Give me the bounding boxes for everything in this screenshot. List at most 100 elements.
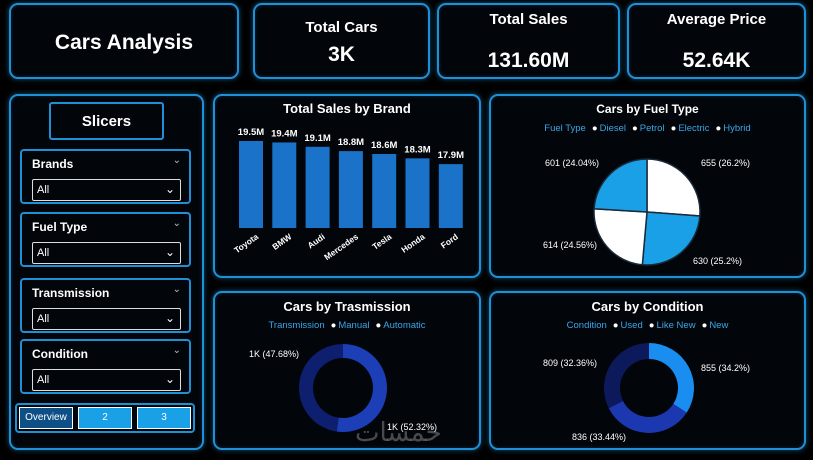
tick-label-honda: Honda: [399, 231, 427, 255]
data-label-used: 855 (34.2%): [701, 363, 750, 373]
bar-label-tesla: 18.6M: [371, 140, 397, 151]
bar-bmw: [272, 142, 297, 228]
tick-label-toyota: Toyota: [232, 231, 260, 255]
watermark: خمسات: [355, 418, 442, 448]
kpi-average-price: Average Price 52.64K: [627, 3, 806, 79]
slicer-fuel-type-label: Fuel Type: [32, 220, 88, 234]
legend-item-petrol[interactable]: Petrol: [639, 123, 665, 134]
slicer-transmission: Transmission ⌄ All ⌄: [20, 278, 191, 333]
legend-item-electric[interactable]: Electric: [678, 123, 710, 134]
tick-label-mercedes: Mercedes: [322, 231, 360, 262]
slicer-condition: Condition ⌄ All ⌄: [20, 339, 191, 394]
tick-label-ford: Ford: [439, 231, 460, 250]
condition-chart: 855 (34.2%) 836 (33.44%) 809 (32.36%): [543, 343, 750, 442]
fuel-type-chart: 655 (26.2%) 630 (25.2%) 614 (24.56%) 601 (2…: [543, 158, 750, 266]
legend-title: Fuel Type: [544, 123, 586, 134]
legend-title: Condition: [566, 320, 607, 331]
kpi-total-sales-value: 131.60M: [487, 49, 570, 72]
data-label-hybrid: 601 (24.04%): [545, 158, 599, 168]
data-label-like-new: 836 (33.44%): [572, 432, 626, 442]
slicer-condition-label: Condition: [32, 347, 88, 361]
bar-label-mercedes: 18.8M: [338, 137, 364, 148]
slice-electric: [593, 208, 648, 266]
bar-label-honda: 18.3M: [404, 144, 430, 155]
title-card: Cars Analysis: [9, 3, 239, 79]
bar-label-toyota: 19.5M: [238, 127, 264, 138]
bar-toyota: [239, 141, 263, 228]
legend-dot-icon: ●: [648, 320, 655, 331]
kpi-total-sales: Total Sales 131.60M: [437, 3, 620, 79]
sales-by-brand-title: Total Sales by Brand: [283, 101, 411, 116]
legend-item-used[interactable]: Used: [620, 320, 643, 331]
slicer-transmission-value: All: [37, 313, 50, 325]
slice-petrol: [641, 211, 701, 266]
dropdown-arrow-icon: ⌄: [164, 372, 175, 386]
transmission-title: Cars by Trasmission: [283, 299, 411, 314]
slicers-title: Slicers: [81, 113, 132, 130]
bar-label-bmw: 19.4M: [271, 128, 297, 139]
tab-3[interactable]: 3: [137, 407, 191, 429]
slicer-brands-dropdown[interactable]: All ⌄: [32, 179, 181, 201]
bar-label-audi: 19.1M: [304, 133, 330, 144]
bar-honda: [405, 158, 430, 228]
legend-item-like-new[interactable]: Like New: [656, 320, 696, 331]
legend-dot-icon: ●: [632, 123, 638, 134]
legend-item-manual[interactable]: Manual: [338, 320, 370, 331]
legend-item-diesel[interactable]: Diesel: [599, 123, 626, 134]
legend-dot-icon: ●: [670, 123, 677, 134]
legend-dot-icon: ●: [591, 123, 598, 134]
slice-new: [604, 343, 649, 409]
slicer-condition-dropdown[interactable]: All ⌄: [32, 369, 181, 391]
chevron-down-icon[interactable]: ⌄: [172, 155, 181, 166]
condition-legend: Condition ● Used ● Like New ● New: [491, 320, 804, 331]
sales-by-brand-chart: 19.5M Toyota 19.4M BMW 19.1M Audi 18.8M Mercede…: [232, 127, 464, 262]
bar-label-ford: 17.9M: [438, 150, 464, 161]
legend-dot-icon: ●: [612, 320, 619, 331]
bar-mercedes: [338, 151, 363, 228]
slice-like-new: [608, 400, 687, 433]
fuel-type-title: Cars by Fuel Type: [596, 102, 699, 116]
slicer-brands-label: Brands: [32, 157, 74, 171]
data-label-automatic: 1K (47.68%): [249, 349, 299, 359]
slicer-fuel-type: Fuel Type ⌄ All ⌄: [20, 212, 191, 267]
slicer-fuel-type-dropdown[interactable]: All ⌄: [32, 242, 181, 264]
chevron-down-icon[interactable]: ⌄: [172, 218, 181, 229]
data-label-diesel: 655 (26.2%): [701, 158, 750, 168]
data-label-manual: 1K (52.32%): [387, 422, 437, 432]
kpi-average-price-label: Average Price: [666, 11, 767, 28]
kpi-average-price-value: 52.64K: [682, 49, 751, 72]
bar-audi: [305, 146, 330, 228]
bar-tesla: [372, 154, 397, 228]
data-label-new: 809 (32.36%): [543, 358, 597, 368]
chevron-down-icon[interactable]: ⌄: [172, 284, 181, 295]
legend-dot-icon: ●: [715, 123, 722, 134]
kpi-total-cars-label: Total Cars: [305, 19, 378, 36]
slice-diesel: [646, 158, 701, 217]
kpi-total-cars-value: 3K: [328, 43, 355, 66]
kpi-total-sales-label: Total Sales: [489, 11, 568, 28]
legend-dot-icon: ●: [701, 320, 708, 331]
tick-label-audi: Audi: [306, 231, 327, 250]
data-label-petrol: 630 (25.2%): [693, 256, 742, 266]
slicer-transmission-dropdown[interactable]: All ⌄: [32, 308, 181, 330]
transmission-legend: Transmission ● Manual ● Automatic: [215, 320, 479, 331]
data-label-electric: 614 (24.56%): [543, 240, 597, 250]
legend-title: Transmission: [268, 320, 325, 331]
tab-2[interactable]: 2: [78, 407, 132, 429]
condition-card: Cars by Condition Condition ● Used ● Like Ne…: [489, 291, 806, 450]
dropdown-arrow-icon: ⌄: [164, 182, 175, 196]
slice-hybrid: [593, 158, 648, 213]
legend-item-new[interactable]: New: [709, 320, 729, 331]
slicer-condition-value: All: [37, 374, 50, 386]
legend-dot-icon: ●: [375, 320, 382, 331]
tab-overview[interactable]: Overview: [19, 407, 73, 429]
fuel-type-legend: Fuel Type ● Diesel ● Petrol ● Electric ● Hybrid: [491, 123, 804, 134]
legend-item-hybrid[interactable]: Hybrid: [723, 123, 751, 134]
condition-title: Cars by Condition: [591, 299, 704, 314]
chevron-down-icon[interactable]: ⌄: [172, 345, 181, 356]
slice-manual: [336, 344, 387, 432]
slicers-title-box: Slicers: [49, 102, 164, 140]
slicers-panel: [9, 94, 204, 450]
slicer-brands: Brands ⌄ All ⌄: [20, 149, 191, 204]
legend-item-automatic[interactable]: Automatic: [383, 320, 426, 331]
